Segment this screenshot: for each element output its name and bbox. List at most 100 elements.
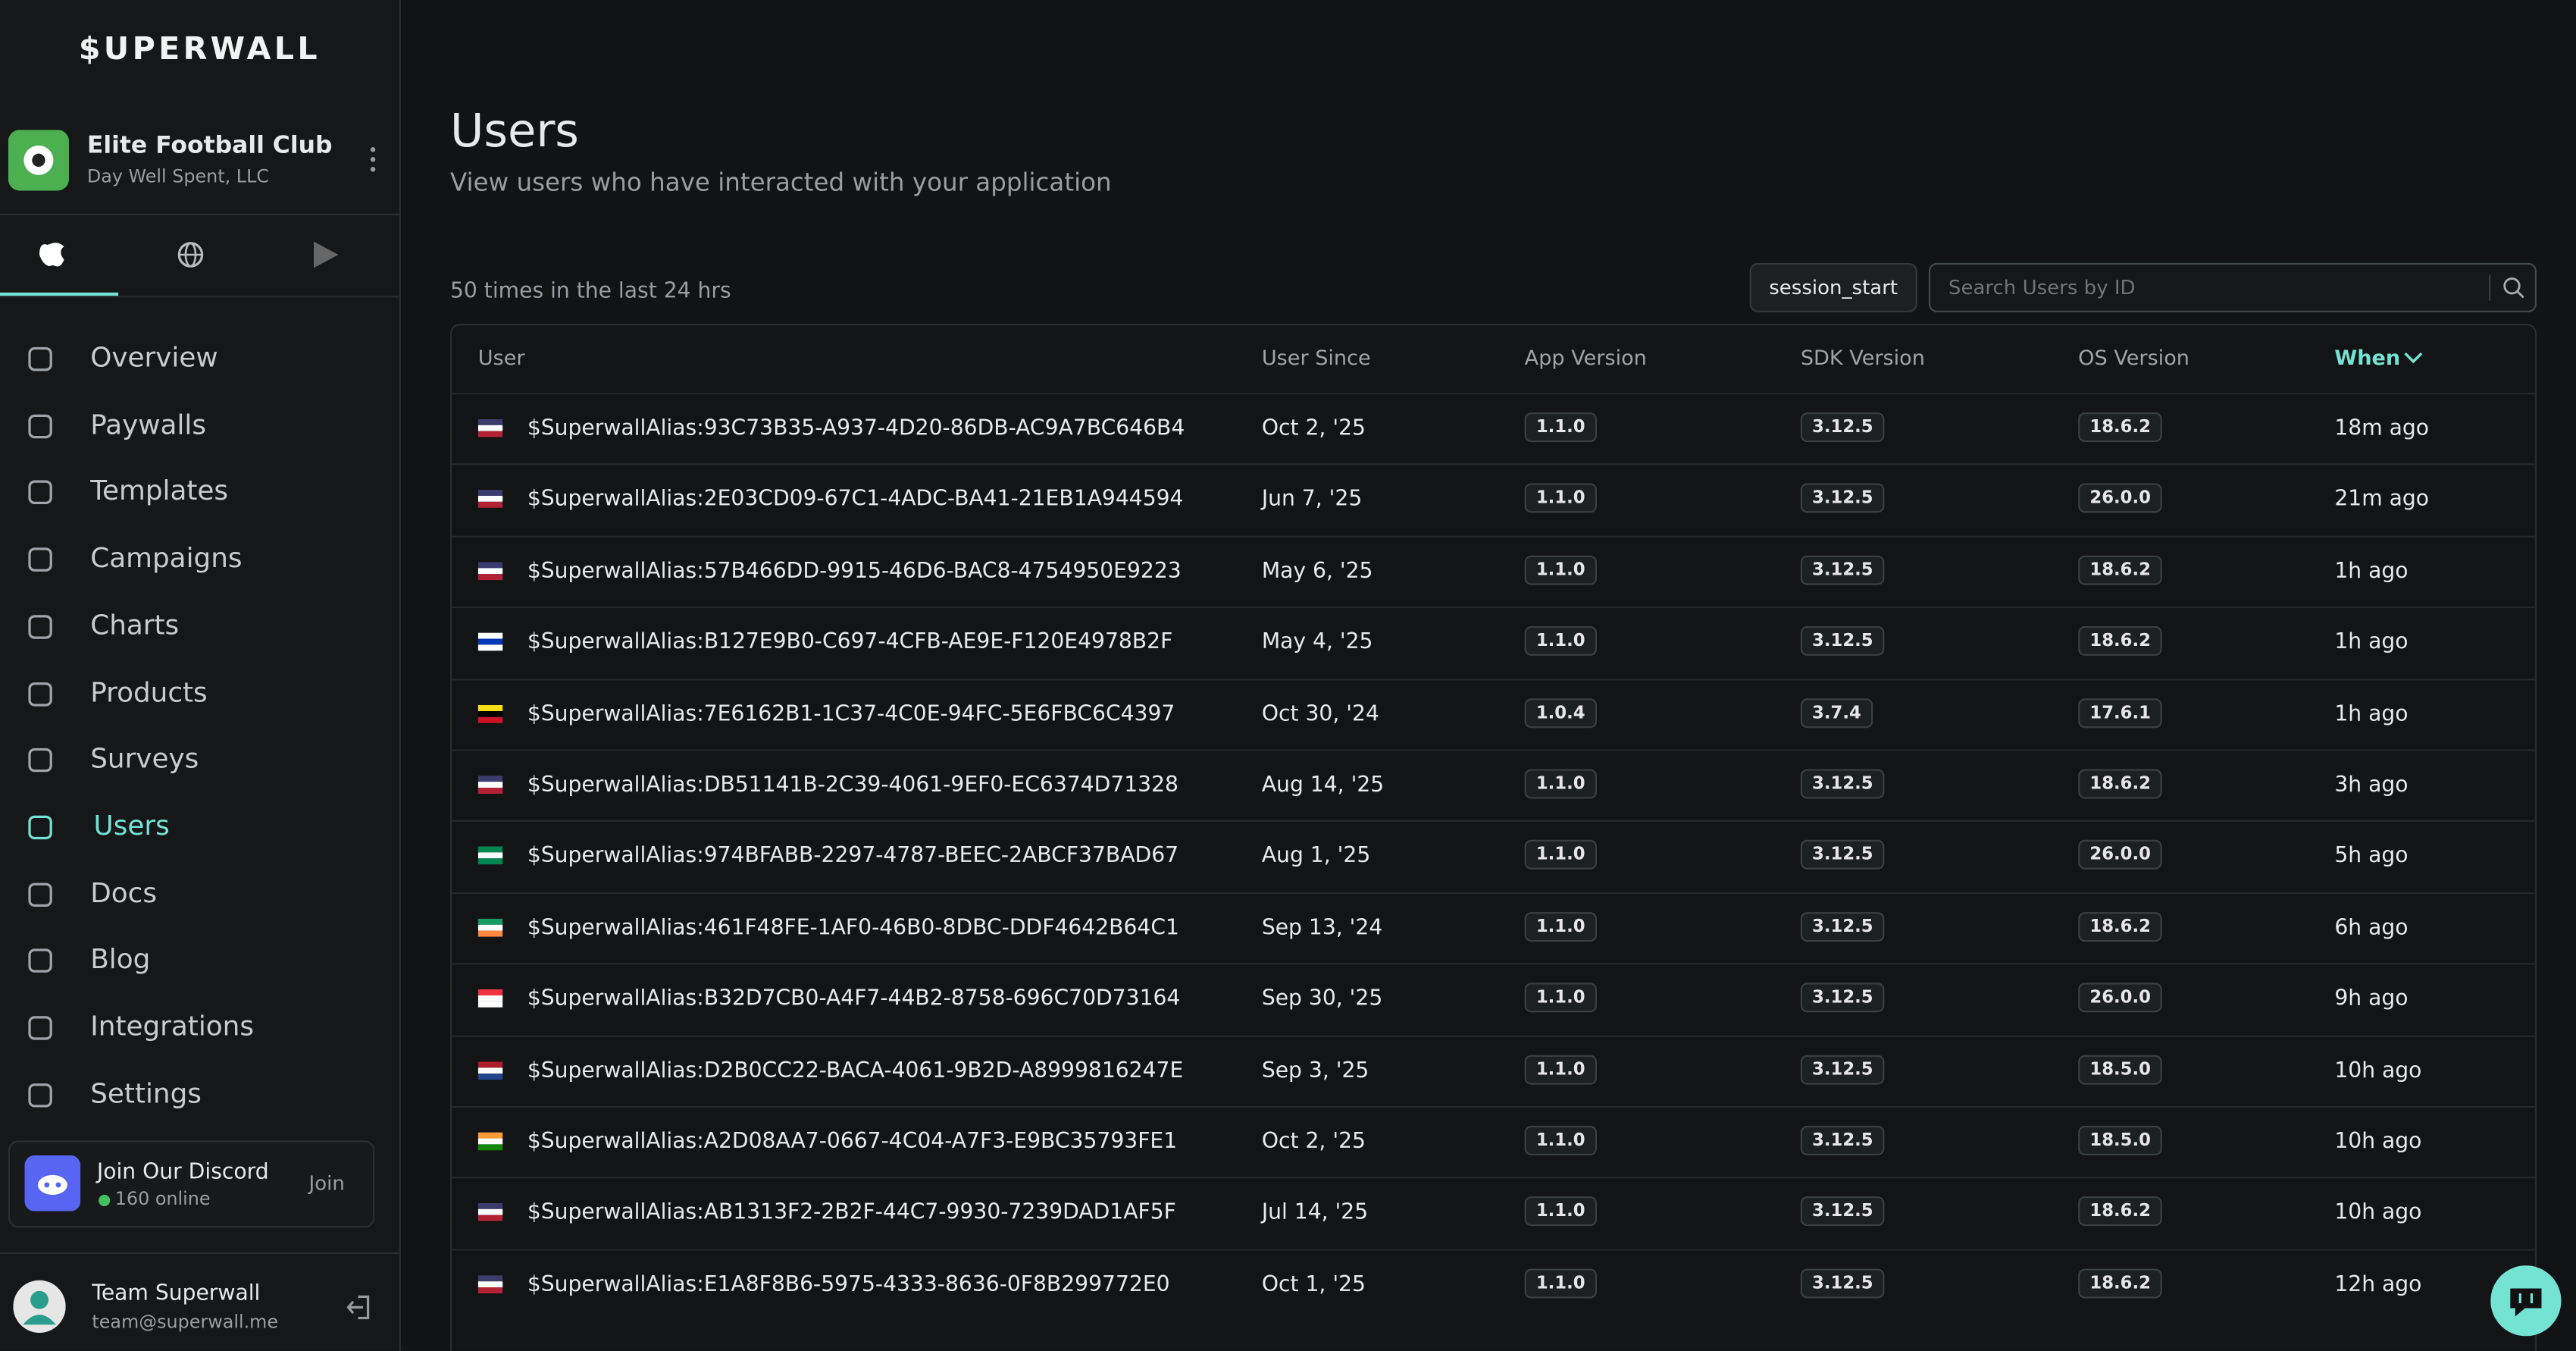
users-table: User User Since App Version SDK Version OS V… [449,324,2537,1351]
nav-label: Templates [90,475,229,507]
user-id: $SuperwallAlias:93C73B35-A937-4D20-86DB-… [527,416,1185,442]
version-badge: 18.6.2 [2078,412,2163,443]
page-subtitle: View users who have interacted with your… [449,168,1112,198]
user-name: Team Superwall [92,1281,261,1307]
app-icon [8,130,70,191]
user-since: Jul 14, '25 [1261,1201,1369,1226]
nav-icon [28,882,52,907]
user-row[interactable]: $SuperwallAlias:B127E9B0-C697-4CFB-AE9E-… [452,607,2535,679]
user-id: $SuperwallAlias:DB51141B-2C39-4061-9EF0-… [527,773,1179,798]
nav-icon [28,1083,52,1107]
nav-item[interactable]: Integrations [0,998,399,1057]
user-row[interactable]: $SuperwallAlias:E1A8F8B6-5975-4333-8636-… [452,1249,2535,1321]
nav-item[interactable]: Templates [0,462,399,522]
version-badge: 3.12.5 [1800,769,1885,799]
nav-icon [28,547,52,572]
column-header: User Since [1261,345,1371,370]
nav-icon [28,346,52,371]
search-box[interactable]: Search Users by ID [1928,262,2537,312]
platform-tabs[interactable] [0,215,399,297]
user-since: Jun 7, '25 [1261,487,1363,513]
nav-item[interactable]: Charts [0,596,399,655]
nav-item[interactable]: Surveys [0,730,399,789]
event-filter[interactable]: session_start [1749,262,1917,312]
column-header: SDK Version [1800,345,1925,370]
version-badge: 1.1.0 [1524,484,1597,514]
version-badge: 1.1.0 [1524,840,1597,870]
user-since: Oct 2, '25 [1261,416,1366,442]
user-id: $SuperwallAlias:A2D08AA7-0667-4C04-A7F3-… [527,1130,1178,1155]
user-row[interactable]: $SuperwallAlias:974BFABB-2297-4787-BEEC-… [452,820,2535,894]
version-badge: 3.7.4 [1800,697,1873,728]
version-badge: 1.1.0 [1524,983,1597,1013]
user-row[interactable]: $SuperwallAlias:B32D7CB0-A4F7-44B2-8758-… [452,963,2535,1036]
nav-item[interactable]: Blog [0,931,399,990]
nav-label: Integrations [90,1011,254,1042]
search-placeholder: Search Users by ID [1948,276,2136,299]
version-badge: 18.5.0 [2078,1054,2163,1084]
version-badge: 3.12.5 [1800,555,1885,585]
user-row[interactable]: $SuperwallAlias:7E6162B1-1C37-4C0E-94FC-… [452,678,2535,751]
user-email: team@superwall.me [92,1311,279,1334]
nav-label: Overview [90,341,218,374]
user-since: Oct 1, '25 [1261,1272,1366,1297]
version-badge: 18.6.2 [2078,911,2163,942]
nav-item[interactable]: Products [0,663,399,723]
version-badge: 1.1.0 [1524,1196,1597,1227]
user-row[interactable]: $SuperwallAlias:D2B0CC22-BACA-4061-9B2D-… [452,1034,2535,1108]
when: 1h ago [2334,559,2409,585]
user-id: $SuperwallAlias:D2B0CC22-BACA-4061-9B2D-… [527,1058,1184,1083]
sidebar: $UPERWALL Elite Football Club Day Well S… [0,0,401,1351]
nav-item[interactable]: Users [0,797,399,856]
version-badge: 26.0.0 [2078,840,2163,870]
nav-item[interactable]: Docs [0,864,399,923]
version-badge: 18.6.2 [2078,1196,2163,1227]
version-badge: 18.6.2 [2078,626,2163,657]
discord-card[interactable]: Join Our Discord 160 online Join [8,1140,375,1228]
flag [477,418,503,437]
flag [477,632,503,651]
sort-icon[interactable] [2403,352,2423,365]
nav-icon [28,748,52,773]
version-badge: 1.1.0 [1524,1125,1597,1155]
discord-join[interactable]: Join [308,1171,345,1195]
version-badge: 3.12.5 [1800,412,1885,443]
user-id: $SuperwallAlias:974BFABB-2297-4787-BEEC-… [527,844,1179,870]
search-divider [2489,274,2491,301]
brand: $UPERWALL [78,31,321,67]
nav-label: Settings [90,1077,202,1109]
nav-item[interactable]: Settings [0,1064,399,1124]
version-badge: 3.12.5 [1800,840,1885,870]
nav-item[interactable]: Campaigns [0,529,399,588]
user-row[interactable]: $SuperwallAlias:A2D08AA7-0667-4C04-A7F3-… [452,1105,2535,1179]
user-row[interactable]: $SuperwallAlias:2E03CD09-67C1-4ADC-BA41-… [452,464,2535,537]
user-since: Sep 13, '24 [1261,916,1383,941]
flag [477,704,503,723]
logout[interactable] [343,1293,371,1321]
nav-item[interactable]: Overview [0,329,399,388]
nav-item[interactable]: Paywalls [0,396,399,455]
user-row[interactable]: $SuperwallAlias:AB1313F2-2B2F-44C7-9930-… [452,1177,2535,1250]
version-badge: 3.12.5 [1800,911,1885,942]
user-row[interactable]: $SuperwallAlias:DB51141B-2C39-4061-9EF0-… [452,749,2535,822]
user-row[interactable]: $SuperwallAlias:57B466DD-9915-46D6-BAC8-… [452,535,2535,608]
when: 21m ago [2334,487,2430,513]
flag [477,847,503,866]
user-since: Oct 30, '24 [1261,701,1379,727]
app-menu[interactable] [368,146,378,173]
version-badge: 18.6.2 [2078,769,2163,799]
when: 12h ago [2334,1272,2422,1297]
user-row[interactable]: $SuperwallAlias:93C73B35-A937-4D20-86DB-… [452,393,2535,465]
chat-button[interactable] [2490,1265,2562,1337]
flag [477,561,503,580]
flag [477,776,503,795]
column-header[interactable]: When [2334,345,2401,370]
when: 9h ago [2334,987,2409,1012]
user-row[interactable]: $SuperwallAlias:461F48FE-1AF0-46B0-8DBC-… [452,892,2535,965]
user-since: Sep 30, '25 [1261,987,1383,1012]
nav-label: Blog [90,943,151,976]
when: 10h ago [2334,1130,2422,1155]
avatar [13,1280,66,1334]
version-badge: 3.12.5 [1800,1125,1885,1155]
user-id: $SuperwallAlias:2E03CD09-67C1-4ADC-BA41-… [527,487,1184,513]
